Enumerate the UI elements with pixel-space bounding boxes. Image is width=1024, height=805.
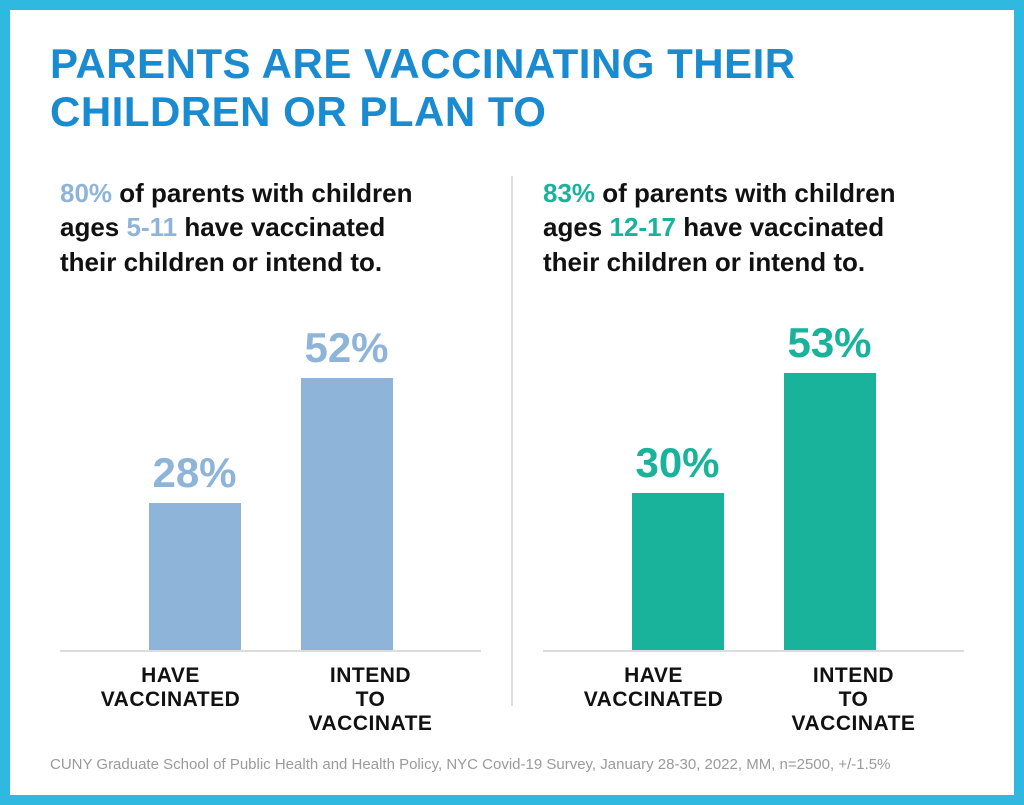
bar-chart-left: 28% 52% xyxy=(60,309,481,652)
axis-label: INTEND TO VACCINATE xyxy=(784,664,924,736)
bar xyxy=(149,503,241,650)
bar-group: 52% xyxy=(301,309,393,650)
panel-ages-5-11: 80% of parents with children ages 5-11 h… xyxy=(50,176,511,736)
bar-chart-right: 30% 53% xyxy=(543,309,964,652)
bar-value-label: 52% xyxy=(304,324,388,372)
bar-value-label: 30% xyxy=(635,439,719,487)
bar xyxy=(632,493,724,650)
axis-label: INTEND TO VACCINATE xyxy=(301,664,441,736)
summary-text-left: 80% of parents with children ages 5-11 h… xyxy=(60,176,440,279)
axis-label: HAVE VACCINATED xyxy=(101,664,241,736)
bar xyxy=(784,373,876,650)
axis-labels-left: HAVE VACCINATED INTEND TO VACCINATE xyxy=(60,664,481,736)
axis-label: HAVE VACCINATED xyxy=(584,664,724,736)
summary-ages: 12-17 xyxy=(610,212,677,242)
summary-text-right: 83% of parents with children ages 12-17 … xyxy=(543,176,923,279)
bar-value-label: 53% xyxy=(787,319,871,367)
main-title: PARENTS ARE VACCINATING THEIR CHILDREN O… xyxy=(50,40,974,136)
summary-ages: 5-11 xyxy=(127,212,178,242)
bar-group: 30% xyxy=(632,309,724,650)
bar xyxy=(301,378,393,650)
bar-value-label: 28% xyxy=(152,449,236,497)
source-footnote: CUNY Graduate School of Public Health an… xyxy=(50,756,890,773)
bar-group: 28% xyxy=(149,309,241,650)
axis-labels-right: HAVE VACCINATED INTEND TO VACCINATE xyxy=(543,664,964,736)
infographic-frame: PARENTS ARE VACCINATING THEIR CHILDREN O… xyxy=(0,0,1024,805)
panels-row: 80% of parents with children ages 5-11 h… xyxy=(50,176,974,736)
bar-group: 53% xyxy=(784,309,876,650)
summary-pct: 80% xyxy=(60,178,112,208)
panel-ages-12-17: 83% of parents with children ages 12-17 … xyxy=(513,176,974,736)
summary-pct: 83% xyxy=(543,178,595,208)
